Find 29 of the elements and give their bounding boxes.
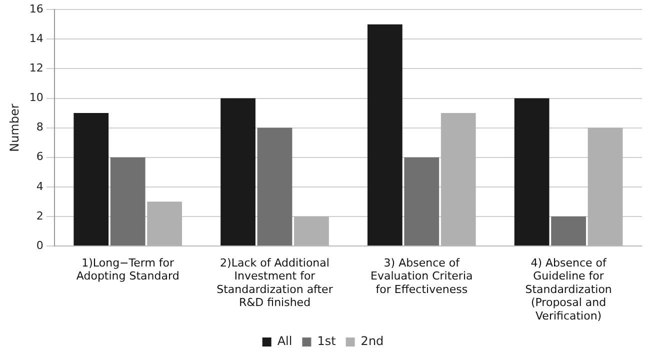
legend-label: All — [277, 334, 292, 348]
y-tick-label: 16 — [29, 2, 44, 16]
y-tick-label: 12 — [29, 62, 44, 75]
bar — [220, 98, 256, 246]
y-tick-label: 14 — [29, 32, 44, 46]
y-tick-label: 2 — [36, 209, 44, 222]
x-tick-label: 2)Lack of Additional Investment for Standardization after R&D finished — [216, 256, 334, 310]
legend-label: 2nd — [360, 334, 384, 348]
x-tick-label: 4) Absence of Guideline for Standardization (Proposal and Verification) — [525, 256, 612, 322]
bar — [367, 24, 402, 246]
y-tick-label: 10 — [29, 91, 44, 104]
bar — [440, 113, 476, 246]
x-tick-label: 3) Absence of Evaluation Criteria for Effectiveness — [370, 256, 473, 296]
y-tick-label: 4 — [36, 180, 44, 193]
bar — [110, 157, 146, 246]
bar — [551, 216, 586, 246]
bar — [514, 98, 550, 246]
bar — [294, 216, 329, 246]
y-tick-label: 8 — [36, 120, 44, 134]
bar — [147, 202, 182, 246]
bar — [74, 113, 109, 246]
x-tick-label: 1)Long−Term for Adopting Standard — [76, 256, 180, 283]
bar — [404, 157, 440, 246]
y-axis-title: Number — [7, 104, 22, 152]
legend-label: 1st — [317, 334, 336, 348]
y-tick-label: 0 — [36, 238, 44, 252]
bar — [257, 128, 292, 246]
bar — [588, 128, 623, 246]
y-tick-label: 6 — [36, 150, 44, 164]
